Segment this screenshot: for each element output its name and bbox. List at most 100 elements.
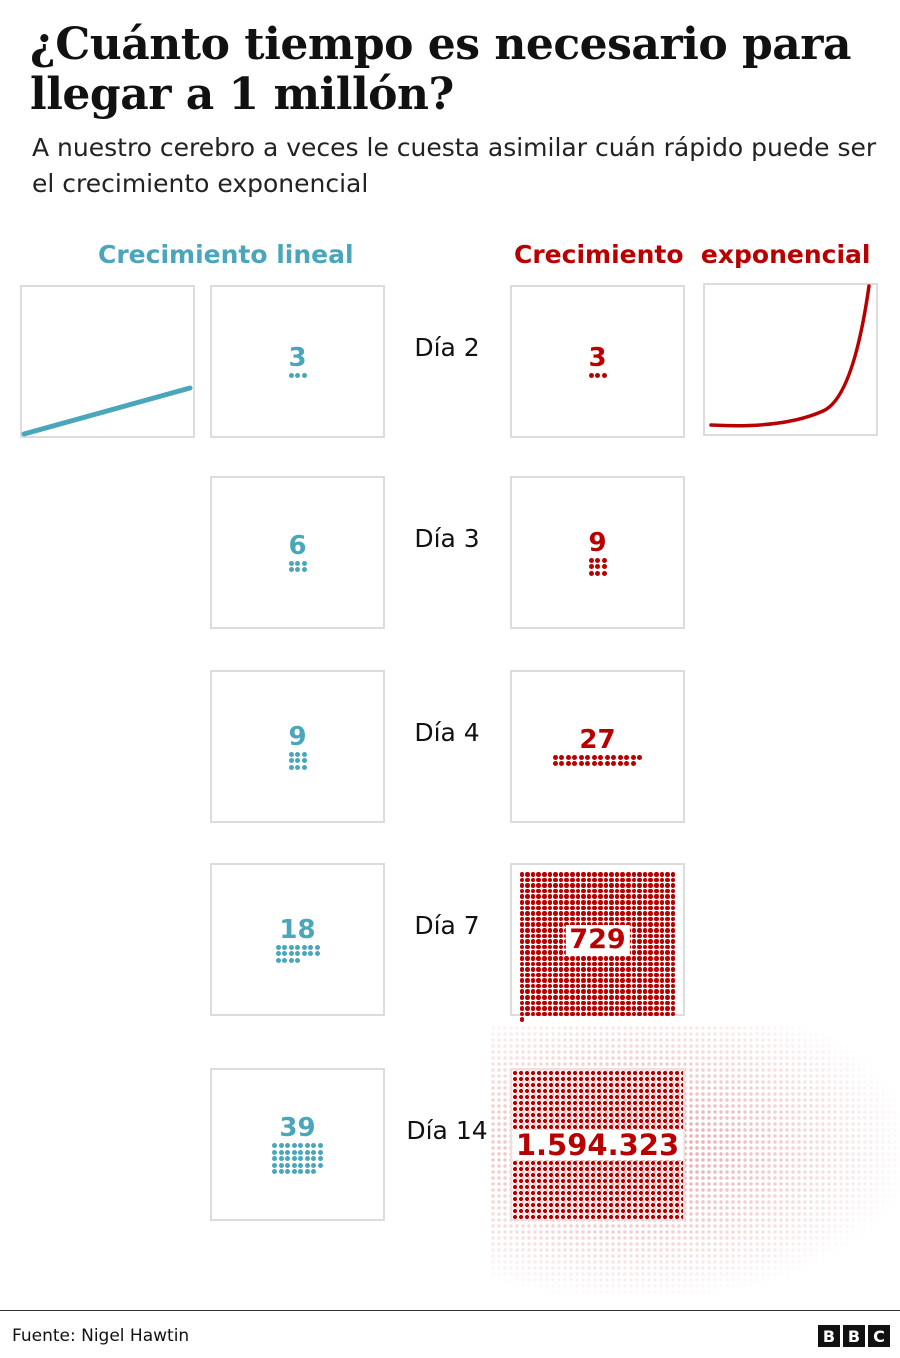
dot (592, 983, 597, 989)
dot (558, 1011, 564, 1017)
dot-grid (588, 557, 607, 576)
exponential-count-box: 1.594.323 (510, 1068, 685, 1221)
dot (304, 1162, 310, 1168)
dot (592, 883, 597, 888)
dot (530, 916, 536, 922)
dot (653, 872, 659, 877)
dot (285, 1156, 291, 1161)
dot (670, 933, 676, 939)
dot (553, 911, 558, 916)
dot (659, 922, 665, 927)
dot (519, 927, 525, 933)
dot (659, 972, 665, 978)
dot (631, 894, 637, 899)
dot (536, 978, 542, 983)
dot (536, 888, 542, 894)
dot (536, 1011, 542, 1017)
exponential-growth-chart (703, 283, 878, 436)
dot (553, 1006, 558, 1011)
dot (614, 983, 620, 989)
dot (609, 1011, 614, 1017)
dot (519, 894, 525, 899)
dot (659, 899, 665, 905)
dot (609, 911, 614, 916)
dot (278, 1162, 284, 1168)
dot (659, 961, 665, 967)
dot (564, 899, 570, 905)
dot (670, 877, 676, 883)
dot (536, 905, 542, 911)
dot (603, 883, 609, 888)
dot (564, 905, 570, 911)
dot (530, 922, 536, 927)
dot (304, 1169, 310, 1174)
dot (585, 754, 591, 760)
dot (575, 989, 581, 995)
dot (542, 1000, 547, 1006)
dot (304, 1149, 310, 1155)
dot (603, 899, 609, 905)
dot (637, 1000, 642, 1006)
dot (659, 933, 665, 939)
dot (631, 911, 637, 916)
dot (519, 899, 525, 905)
dot (586, 883, 592, 888)
dot (603, 989, 609, 995)
dot (581, 955, 586, 961)
dot (581, 911, 586, 916)
dot (637, 995, 642, 1000)
page-title: ¿Cuánto tiempo es necesario para llegar … (30, 19, 851, 120)
dot (637, 950, 642, 955)
dot (648, 922, 653, 927)
dot (553, 995, 558, 1000)
dot (609, 894, 614, 899)
dot (609, 955, 614, 961)
dot (642, 995, 648, 1000)
linear-header: Crecimiento lineal (98, 240, 354, 269)
dot (598, 883, 603, 888)
dot (553, 905, 558, 911)
dot (272, 1156, 278, 1161)
dot (609, 888, 614, 894)
dot (553, 927, 558, 933)
dot (552, 754, 558, 760)
dot (586, 1011, 592, 1017)
day-label: Día 14 (406, 1116, 488, 1145)
dot (620, 916, 625, 922)
dot (575, 905, 581, 911)
dot (519, 877, 525, 883)
dot (570, 877, 575, 883)
dot (625, 877, 631, 883)
dot (564, 983, 570, 989)
dot (631, 916, 637, 922)
dot (547, 961, 553, 967)
dot (519, 1011, 525, 1017)
dot (598, 888, 603, 894)
dot (581, 989, 586, 995)
dot (592, 995, 597, 1000)
dot (653, 933, 659, 939)
dot (648, 944, 653, 950)
dot (295, 751, 300, 757)
dot (648, 911, 653, 916)
dot (530, 944, 536, 950)
dot (592, 1011, 597, 1017)
dot (530, 955, 536, 961)
dot (581, 1000, 586, 1006)
dot (648, 877, 653, 883)
dot (564, 989, 570, 995)
dot (570, 995, 575, 1000)
dot (592, 978, 597, 983)
dot (275, 944, 281, 950)
dot (282, 951, 287, 956)
dot (653, 1011, 659, 1017)
dot (547, 944, 553, 950)
dot (558, 922, 564, 927)
dot (603, 872, 609, 877)
dot (642, 950, 648, 955)
dot (519, 905, 525, 911)
dot (519, 989, 525, 995)
dot (525, 922, 530, 927)
dot (542, 927, 547, 933)
dot (558, 995, 564, 1000)
